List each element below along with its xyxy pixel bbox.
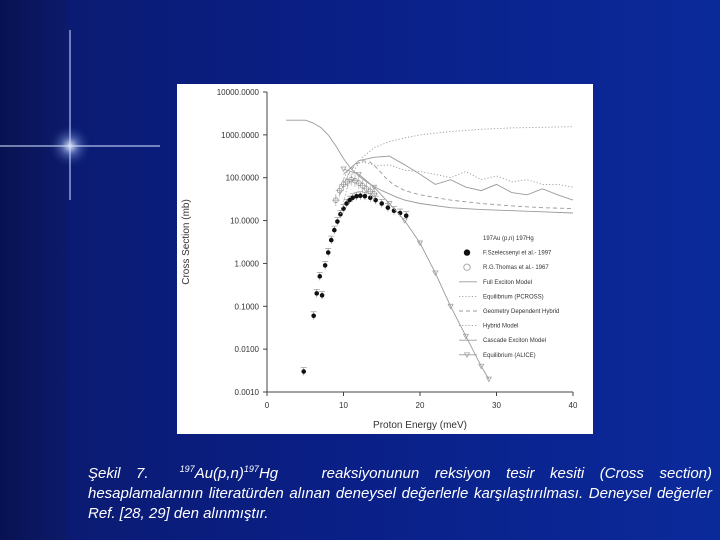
caption-sup-mass-au: 197 [179, 464, 195, 474]
alice-triangle-marker [371, 184, 378, 191]
y-axis-label: Cross Section (mb) [181, 199, 192, 285]
data-point-thomas [371, 191, 377, 197]
sparkle-decoration [0, 30, 160, 200]
series-line-5 [339, 161, 574, 188]
series-line-3 [339, 126, 574, 218]
legend-entry: Equilibrium (ALICE) [483, 353, 536, 359]
legend-entry: Equilibrium (PCROSS) [483, 294, 544, 300]
legend-entry: R.G.Thomas et al.- 1967 [483, 265, 549, 271]
data-point-thomas [348, 176, 354, 183]
data-point-thomas [333, 197, 339, 203]
data-point-szelecsenyi [338, 212, 343, 217]
y-tick-label: 0.0100 [235, 345, 260, 354]
legend-entry: F.Szelecsenyi et al.- 1997 [483, 251, 552, 257]
alice-triangle-marker [462, 333, 469, 340]
caption-product: Hg [258, 465, 279, 482]
data-point-szelecsenyi [335, 219, 340, 224]
legend-entry: Hybrid Model [483, 324, 518, 330]
left-stripe [0, 0, 68, 540]
legend-entry: Full Exciton Model [483, 280, 532, 286]
chart-panel: 10000.0000 1000.0000 100.0000 10.0000 1.0000… [177, 84, 593, 434]
alice-triangle-marker [340, 166, 347, 173]
alice-triangle-marker [416, 240, 424, 247]
y-tick-label: 10.0000 [230, 217, 259, 226]
legend-marker [463, 249, 471, 256]
data-point-szelecsenyi [358, 193, 363, 199]
legend-entry: Cascade Exciton Model [483, 338, 546, 344]
alice-triangle-marker [401, 218, 408, 224]
alice-triangle-marker [447, 303, 454, 310]
x-axis-label: Proton Energy (meV) [373, 420, 467, 431]
data-point-szelecsenyi [362, 193, 368, 199]
alice-triangle-marker [386, 201, 393, 207]
data-point-thomas [336, 187, 343, 194]
alice-triangle-marker [355, 171, 362, 178]
data-point-szelecsenyi [322, 263, 328, 268]
figure-caption: Şekil 7. 197Au(p,n)197Hg reaksiyonunun r… [88, 459, 712, 524]
y-tick-label: 0.0010 [235, 388, 260, 397]
data-point-szelecsenyi [325, 250, 331, 255]
data-point-szelecsenyi [317, 274, 323, 279]
x-tick-label: 10 [339, 401, 348, 410]
cross-section-chart: 10000.0000 1000.0000 100.0000 10.0000 1.0000… [181, 88, 578, 431]
data-point-szelecsenyi [311, 313, 316, 319]
series-line-6 [343, 155, 574, 201]
legend-title: 197Au (p,n) 197Hg [483, 236, 534, 242]
caption-text: reaksiyonunun reksiyon tesir kesiti (Cro… [88, 465, 712, 522]
legend-marker [463, 263, 471, 271]
data-point-szelecsenyi [385, 205, 391, 210]
data-point-szelecsenyi [403, 213, 409, 218]
x-tick-label: 30 [492, 401, 501, 410]
caption-prefix: Şekil 7. [88, 465, 149, 482]
caption-reactant: Au(p,n) [194, 465, 244, 482]
x-tick-label: 40 [569, 401, 578, 410]
legend-entry: Geometry Dependent Hybrid [483, 309, 559, 315]
data-point-szelecsenyi [350, 195, 355, 201]
y-tick-label: 10000.0000 [217, 88, 260, 97]
y-tick-label: 1.0000 [235, 259, 260, 268]
data-point-szelecsenyi [301, 369, 307, 374]
caption-sup-mass-hg: 197 [243, 464, 259, 474]
data-point-szelecsenyi [373, 197, 378, 203]
data-point-szelecsenyi [314, 291, 320, 296]
y-tick-label: 0.1000 [235, 302, 260, 311]
x-tick-label: 0 [265, 401, 270, 410]
series-line-2 [286, 119, 574, 214]
alice-triangle-marker [478, 363, 485, 370]
series-line-7 [343, 168, 490, 380]
data-point-szelecsenyi [379, 201, 385, 206]
alice-triangle-marker [485, 376, 492, 383]
series-line-4 [339, 160, 574, 210]
legend-marker-triangle [463, 352, 471, 359]
data-point-szelecsenyi [332, 227, 337, 233]
data-point-szelecsenyi [319, 293, 325, 298]
x-tick-label: 20 [416, 401, 425, 410]
y-tick-label: 1000.0000 [221, 131, 259, 140]
data-point-szelecsenyi [354, 193, 359, 199]
data-point-thomas [359, 182, 366, 189]
alice-triangle-marker [432, 270, 439, 277]
y-tick-label: 100.0000 [226, 174, 260, 183]
data-point-szelecsenyi [367, 195, 373, 201]
data-point-szelecsenyi [344, 201, 349, 206]
data-point-szelecsenyi [328, 237, 334, 243]
